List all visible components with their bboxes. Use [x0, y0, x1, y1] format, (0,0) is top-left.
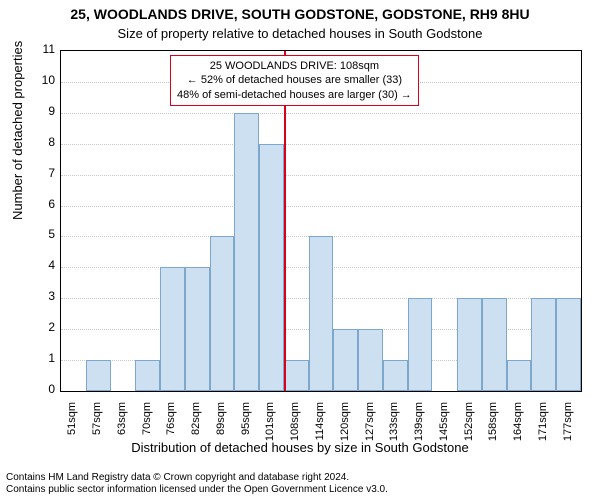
xtick-label: 89sqm [215, 402, 227, 462]
xtick-label: 82sqm [190, 402, 202, 462]
xtick-label: 57sqm [91, 402, 103, 462]
gridline [61, 206, 581, 207]
ytick-label: 4 [25, 258, 55, 272]
chart-subtitle: Size of property relative to detached ho… [0, 26, 600, 41]
gridline [61, 144, 581, 145]
xtick-label: 171sqm [537, 402, 549, 462]
annotation-box: 25 WOODLANDS DRIVE: 108sqm← 52% of detac… [170, 55, 419, 106]
gridline [61, 175, 581, 176]
ytick-label: 3 [25, 289, 55, 303]
bar [135, 360, 160, 391]
bar [259, 144, 284, 391]
xtick-label: 127sqm [364, 402, 376, 462]
bar [482, 298, 507, 391]
footer-text: Contains HM Land Registry data © Crown c… [6, 472, 388, 496]
bar [383, 360, 408, 391]
xtick-label: 51sqm [66, 402, 78, 462]
xtick-label: 63sqm [116, 402, 128, 462]
bar [531, 298, 556, 391]
xtick-label: 114sqm [314, 402, 326, 462]
xtick-label: 120sqm [339, 402, 351, 462]
bar [86, 360, 111, 391]
bar [309, 236, 334, 391]
chart-container: 25, WOODLANDS DRIVE, SOUTH GODSTONE, GOD… [0, 0, 600, 500]
bar [507, 360, 532, 391]
bar [210, 236, 235, 391]
ytick-label: 10 [25, 73, 55, 87]
y-axis-label: Number of detached properties [10, 41, 25, 220]
bar [408, 298, 433, 391]
ytick-label: 11 [25, 42, 55, 56]
footer-line1: Contains HM Land Registry data © Crown c… [6, 472, 388, 484]
xtick-label: 76sqm [165, 402, 177, 462]
xtick-label: 158sqm [487, 402, 499, 462]
ytick-label: 1 [25, 351, 55, 365]
bar [333, 329, 358, 391]
ytick-label: 9 [25, 104, 55, 118]
bar [556, 298, 581, 391]
bar [358, 329, 383, 391]
ytick-label: 2 [25, 320, 55, 334]
xtick-label: 145sqm [438, 402, 450, 462]
xtick-label: 164sqm [512, 402, 524, 462]
ytick-label: 6 [25, 197, 55, 211]
ytick-label: 0 [25, 382, 55, 396]
ytick-label: 5 [25, 227, 55, 241]
xtick-label: 177sqm [562, 402, 574, 462]
bar [457, 298, 482, 391]
bar [284, 360, 309, 391]
annotation-line2: ← 52% of detached houses are smaller (33… [177, 73, 412, 87]
bar [160, 267, 185, 391]
footer-line2: Contains public sector information licen… [6, 484, 388, 496]
annotation-line1: 25 WOODLANDS DRIVE: 108sqm [177, 59, 412, 73]
chart-title: 25, WOODLANDS DRIVE, SOUTH GODSTONE, GOD… [0, 6, 600, 22]
xtick-label: 152sqm [463, 402, 475, 462]
gridline [61, 113, 581, 114]
annotation-line3: 48% of semi-detached houses are larger (… [177, 88, 412, 102]
xtick-label: 133sqm [388, 402, 400, 462]
bar [234, 113, 259, 391]
xtick-label: 70sqm [141, 402, 153, 462]
bar [185, 267, 210, 391]
xtick-label: 139sqm [413, 402, 425, 462]
xtick-label: 101sqm [264, 402, 276, 462]
xtick-label: 108sqm [289, 402, 301, 462]
xtick-label: 95sqm [240, 402, 252, 462]
ytick-label: 7 [25, 166, 55, 180]
ytick-label: 8 [25, 135, 55, 149]
